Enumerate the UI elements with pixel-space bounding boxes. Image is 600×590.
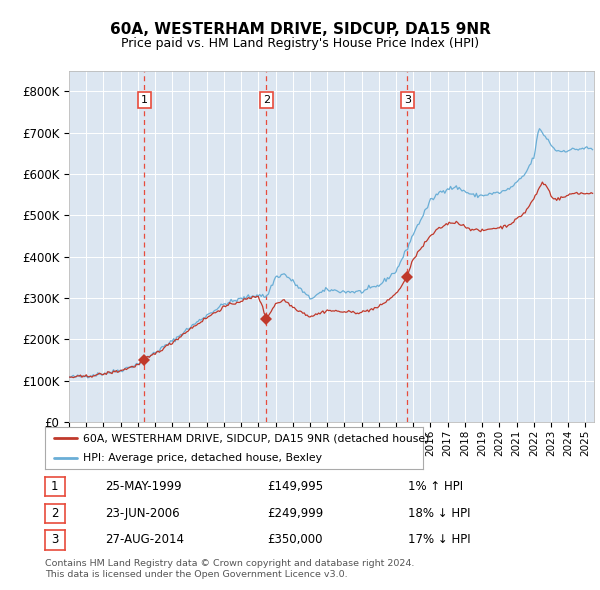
Text: 27-AUG-2014: 27-AUG-2014 [105,533,184,546]
Text: £350,000: £350,000 [267,533,323,546]
Text: 60A, WESTERHAM DRIVE, SIDCUP, DA15 9NR: 60A, WESTERHAM DRIVE, SIDCUP, DA15 9NR [110,22,490,37]
Text: 3: 3 [404,95,411,104]
Text: 1: 1 [51,480,59,493]
Text: 2: 2 [263,95,270,104]
Text: 2: 2 [51,507,59,520]
Text: HPI: Average price, detached house, Bexley: HPI: Average price, detached house, Bexl… [83,454,322,463]
Text: 17% ↓ HPI: 17% ↓ HPI [408,533,470,546]
Text: 1: 1 [141,95,148,104]
Text: 3: 3 [51,533,59,546]
Text: 60A, WESTERHAM DRIVE, SIDCUP, DA15 9NR (detached house): 60A, WESTERHAM DRIVE, SIDCUP, DA15 9NR (… [83,434,429,444]
Text: 1% ↑ HPI: 1% ↑ HPI [408,480,463,493]
Text: This data is licensed under the Open Government Licence v3.0.: This data is licensed under the Open Gov… [45,571,347,579]
Text: 18% ↓ HPI: 18% ↓ HPI [408,507,470,520]
Text: £249,999: £249,999 [267,507,323,520]
Text: 25-MAY-1999: 25-MAY-1999 [105,480,182,493]
Text: Price paid vs. HM Land Registry's House Price Index (HPI): Price paid vs. HM Land Registry's House … [121,37,479,50]
Text: 23-JUN-2006: 23-JUN-2006 [105,507,179,520]
Text: £149,995: £149,995 [267,480,323,493]
Text: Contains HM Land Registry data © Crown copyright and database right 2024.: Contains HM Land Registry data © Crown c… [45,559,415,568]
